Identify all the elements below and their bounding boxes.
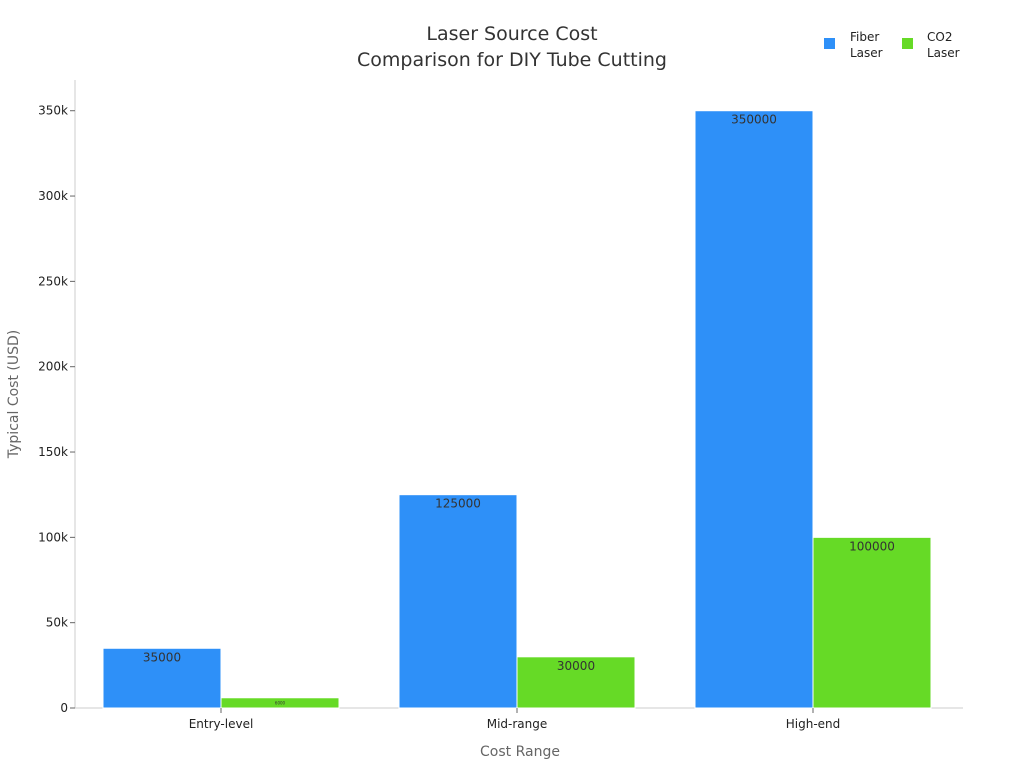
- x-tick-label-mid-range: Mid-range: [487, 717, 548, 731]
- bars: [102, 110, 932, 709]
- data-label-fiber-laser-mid-range: 125000: [435, 497, 481, 511]
- y-tick-label-0: 0: [60, 701, 68, 715]
- data-label-co2-laser-mid-range: 30000: [557, 659, 595, 673]
- bar-fiber-laser-mid-range: [398, 494, 518, 709]
- legend-label-co2-laser-line-2: Laser: [927, 46, 960, 60]
- legend-swatch-co2-laser: [902, 38, 913, 49]
- chart-title: Laser Source Cost Comparison for DIY Tub…: [357, 23, 667, 71]
- y-tick-label-4: 200k: [38, 360, 68, 374]
- data-labels: 35000 6000 125000 30000 350000 100000: [143, 113, 895, 706]
- legend: Fiber Laser CO2 Laser: [824, 30, 960, 60]
- y-tick-label-7: 350k: [38, 104, 68, 118]
- y-tick-label-3: 150k: [38, 445, 68, 459]
- data-label-fiber-laser-entry-level: 35000: [143, 650, 181, 664]
- legend-label-fiber-laser-line-1: Fiber: [850, 30, 879, 44]
- data-label-fiber-laser-high-end: 350000: [731, 113, 777, 127]
- x-tick-label-entry-level: Entry-level: [189, 717, 254, 731]
- chart-title-line-2: Comparison for DIY Tube Cutting: [357, 49, 667, 71]
- bar-co2-laser-mid-range: [516, 656, 636, 709]
- bar-fiber-laser-high-end: [694, 110, 814, 709]
- x-tick-labels: Entry-level Mid-range High-end: [189, 708, 841, 731]
- bar-co2-laser-high-end: [812, 536, 932, 709]
- y-tick-label-5: 250k: [38, 274, 68, 288]
- bar-co2-laser-entry-level: [220, 697, 340, 709]
- y-tick-label-1: 50k: [46, 616, 68, 630]
- legend-label-fiber-laser-line-2: Laser: [850, 46, 883, 60]
- data-label-co2-laser-high-end: 100000: [849, 539, 895, 553]
- y-axis: 0 50k 100k 150k 200k 250k 300k 350k: [38, 80, 76, 715]
- data-label-co2-laser-entry-level: 6000: [275, 700, 286, 705]
- x-axis-title: Cost Range: [480, 744, 560, 760]
- bar-fiber-laser-entry-level: [102, 647, 222, 709]
- y-tick-label-2: 100k: [38, 530, 68, 544]
- chart-title-line-1: Laser Source Cost: [426, 23, 597, 45]
- y-axis-title: Typical Cost (USD): [6, 330, 22, 459]
- x-tick-label-high-end: High-end: [786, 717, 841, 731]
- legend-label-co2-laser-line-1: CO2: [927, 30, 952, 44]
- legend-swatch-fiber-laser: [824, 38, 835, 49]
- y-tick-label-6: 300k: [38, 189, 68, 203]
